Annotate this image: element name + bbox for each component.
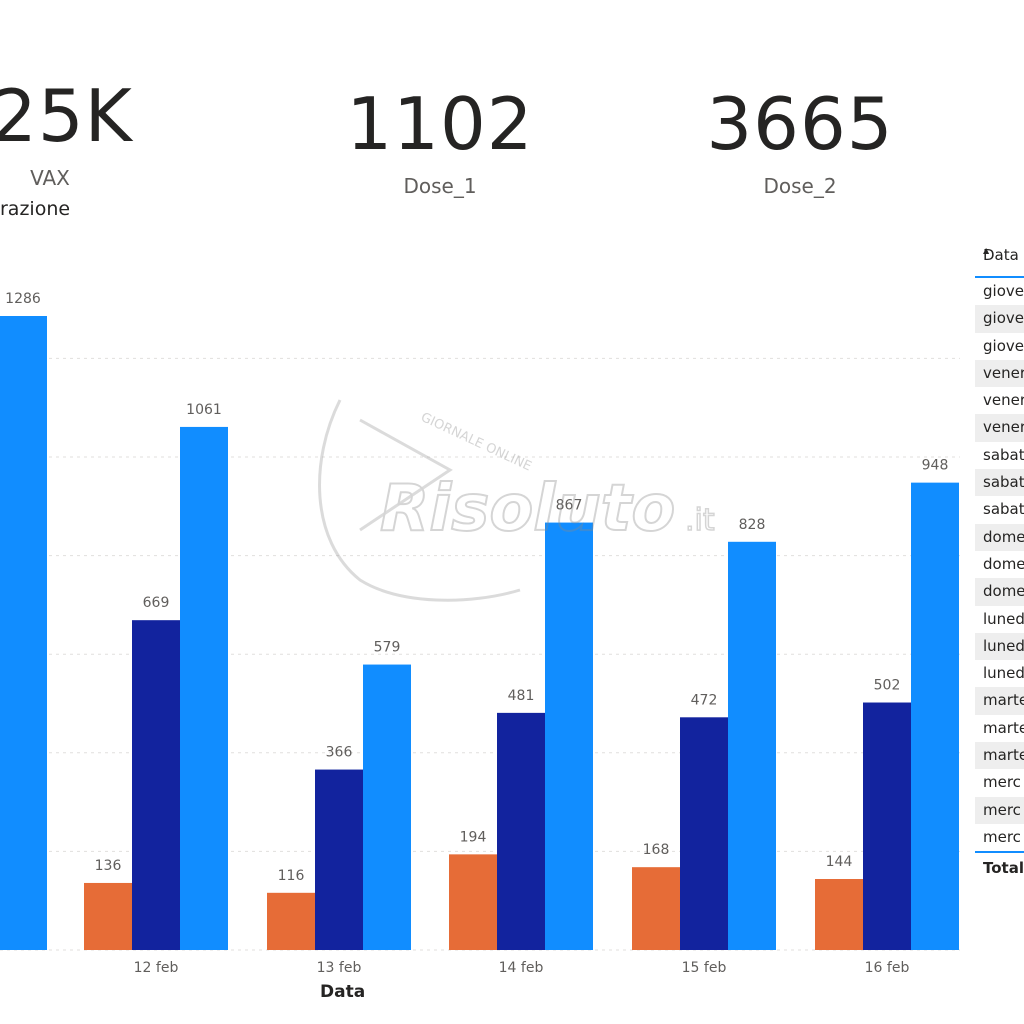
data-label: 502 bbox=[874, 678, 901, 694]
bar bbox=[680, 717, 728, 950]
bar bbox=[497, 712, 545, 950]
data-label: 1286 bbox=[5, 291, 41, 307]
kpi-value: ,25K bbox=[0, 74, 133, 158]
clustered-bar-chart[interactable]: 136 116 194 168 144 669 366 481 472 502 1286 1061 57… bbox=[0, 250, 965, 980]
data-label: 669 bbox=[143, 595, 170, 611]
table-row[interactable]: dome bbox=[975, 578, 1024, 606]
bar bbox=[449, 854, 497, 950]
table-row[interactable]: sabat bbox=[983, 445, 1024, 464]
x-tick-label: 15 feb bbox=[682, 960, 727, 976]
x-tick-label: 12 feb bbox=[134, 960, 179, 976]
data-label: 828 bbox=[739, 517, 766, 533]
x-tick-label: 13 feb bbox=[317, 960, 362, 976]
table-row[interactable]: giove bbox=[983, 282, 1024, 300]
data-label: 472 bbox=[691, 692, 718, 708]
kpi-card-dose-2: 3665 Dose_2 bbox=[650, 88, 950, 198]
table-row[interactable]: giove bbox=[983, 336, 1024, 355]
data-label: 144 bbox=[826, 854, 853, 870]
table-row[interactable]: marte bbox=[983, 718, 1024, 737]
table-row[interactable]: luned bbox=[975, 632, 1024, 661]
bar bbox=[132, 620, 180, 950]
bar bbox=[863, 702, 911, 950]
bar bbox=[84, 882, 132, 950]
data-label: 1061 bbox=[186, 402, 222, 418]
data-label: 168 bbox=[643, 842, 670, 858]
chart-title: razione bbox=[0, 198, 71, 220]
kpi-value: 3665 bbox=[706, 82, 894, 166]
x-tick-label: 14 feb bbox=[499, 960, 544, 976]
x-axis-title: Data bbox=[320, 982, 366, 1002]
data-label: 194 bbox=[460, 829, 487, 845]
kpi-card-vax: ,25K VAX bbox=[0, 80, 170, 190]
kpi-card-dose-1: 1102 Dose_1 bbox=[290, 88, 590, 198]
table-row[interactable]: luned bbox=[983, 609, 1024, 628]
data-table[interactable]: Data ▲ giove giove giove vener vener vener sab… bbox=[975, 240, 1024, 883]
bar bbox=[180, 426, 228, 950]
column-header-data[interactable]: Data bbox=[983, 246, 1019, 264]
bar bbox=[363, 664, 411, 950]
table-total-row: Total bbox=[975, 851, 1024, 883]
sort-ascending-icon[interactable]: ▲ bbox=[983, 246, 990, 255]
x-tick-label: 16 feb bbox=[865, 960, 910, 976]
bar bbox=[815, 879, 863, 950]
kpi-label: Dose_1 bbox=[403, 174, 477, 198]
table-row[interactable]: dome bbox=[983, 554, 1024, 573]
table-row[interactable]: dome bbox=[975, 523, 1024, 551]
table-row[interactable]: marte bbox=[975, 687, 1024, 715]
data-label: 579 bbox=[374, 640, 401, 656]
table-row[interactable]: vener bbox=[975, 414, 1024, 442]
data-label: 136 bbox=[95, 858, 122, 874]
table-body: giove giove giove vener vener vener sabat sabat… bbox=[975, 278, 1024, 851]
data-label: 948 bbox=[922, 458, 949, 474]
bar bbox=[728, 541, 776, 950]
table-row[interactable]: vener bbox=[983, 391, 1024, 410]
bar bbox=[911, 482, 959, 950]
kpi-label: VAX bbox=[30, 166, 70, 190]
bar bbox=[0, 316, 47, 950]
data-label: 116 bbox=[278, 868, 305, 884]
table-row[interactable]: merc bbox=[983, 827, 1021, 846]
table-row[interactable]: luned bbox=[983, 664, 1024, 683]
table-row[interactable]: marte bbox=[975, 742, 1024, 770]
bar bbox=[315, 769, 363, 950]
table-row[interactable]: sabat bbox=[975, 469, 1024, 497]
bar bbox=[267, 892, 315, 950]
data-label: 366 bbox=[326, 745, 353, 761]
table-row[interactable]: merc bbox=[975, 796, 1024, 824]
table-header[interactable]: Data ▲ bbox=[975, 240, 1024, 278]
bar bbox=[545, 522, 593, 950]
kpi-label: Dose_2 bbox=[763, 174, 837, 198]
data-label: 867 bbox=[556, 498, 583, 514]
table-row[interactable]: vener bbox=[975, 359, 1024, 388]
kpi-value: 1102 bbox=[346, 82, 534, 166]
table-row[interactable]: merc bbox=[983, 773, 1021, 792]
table-row[interactable]: giove bbox=[975, 305, 1024, 333]
data-label: 481 bbox=[508, 688, 535, 704]
table-row[interactable]: sabat bbox=[983, 500, 1024, 519]
bar bbox=[632, 867, 680, 950]
